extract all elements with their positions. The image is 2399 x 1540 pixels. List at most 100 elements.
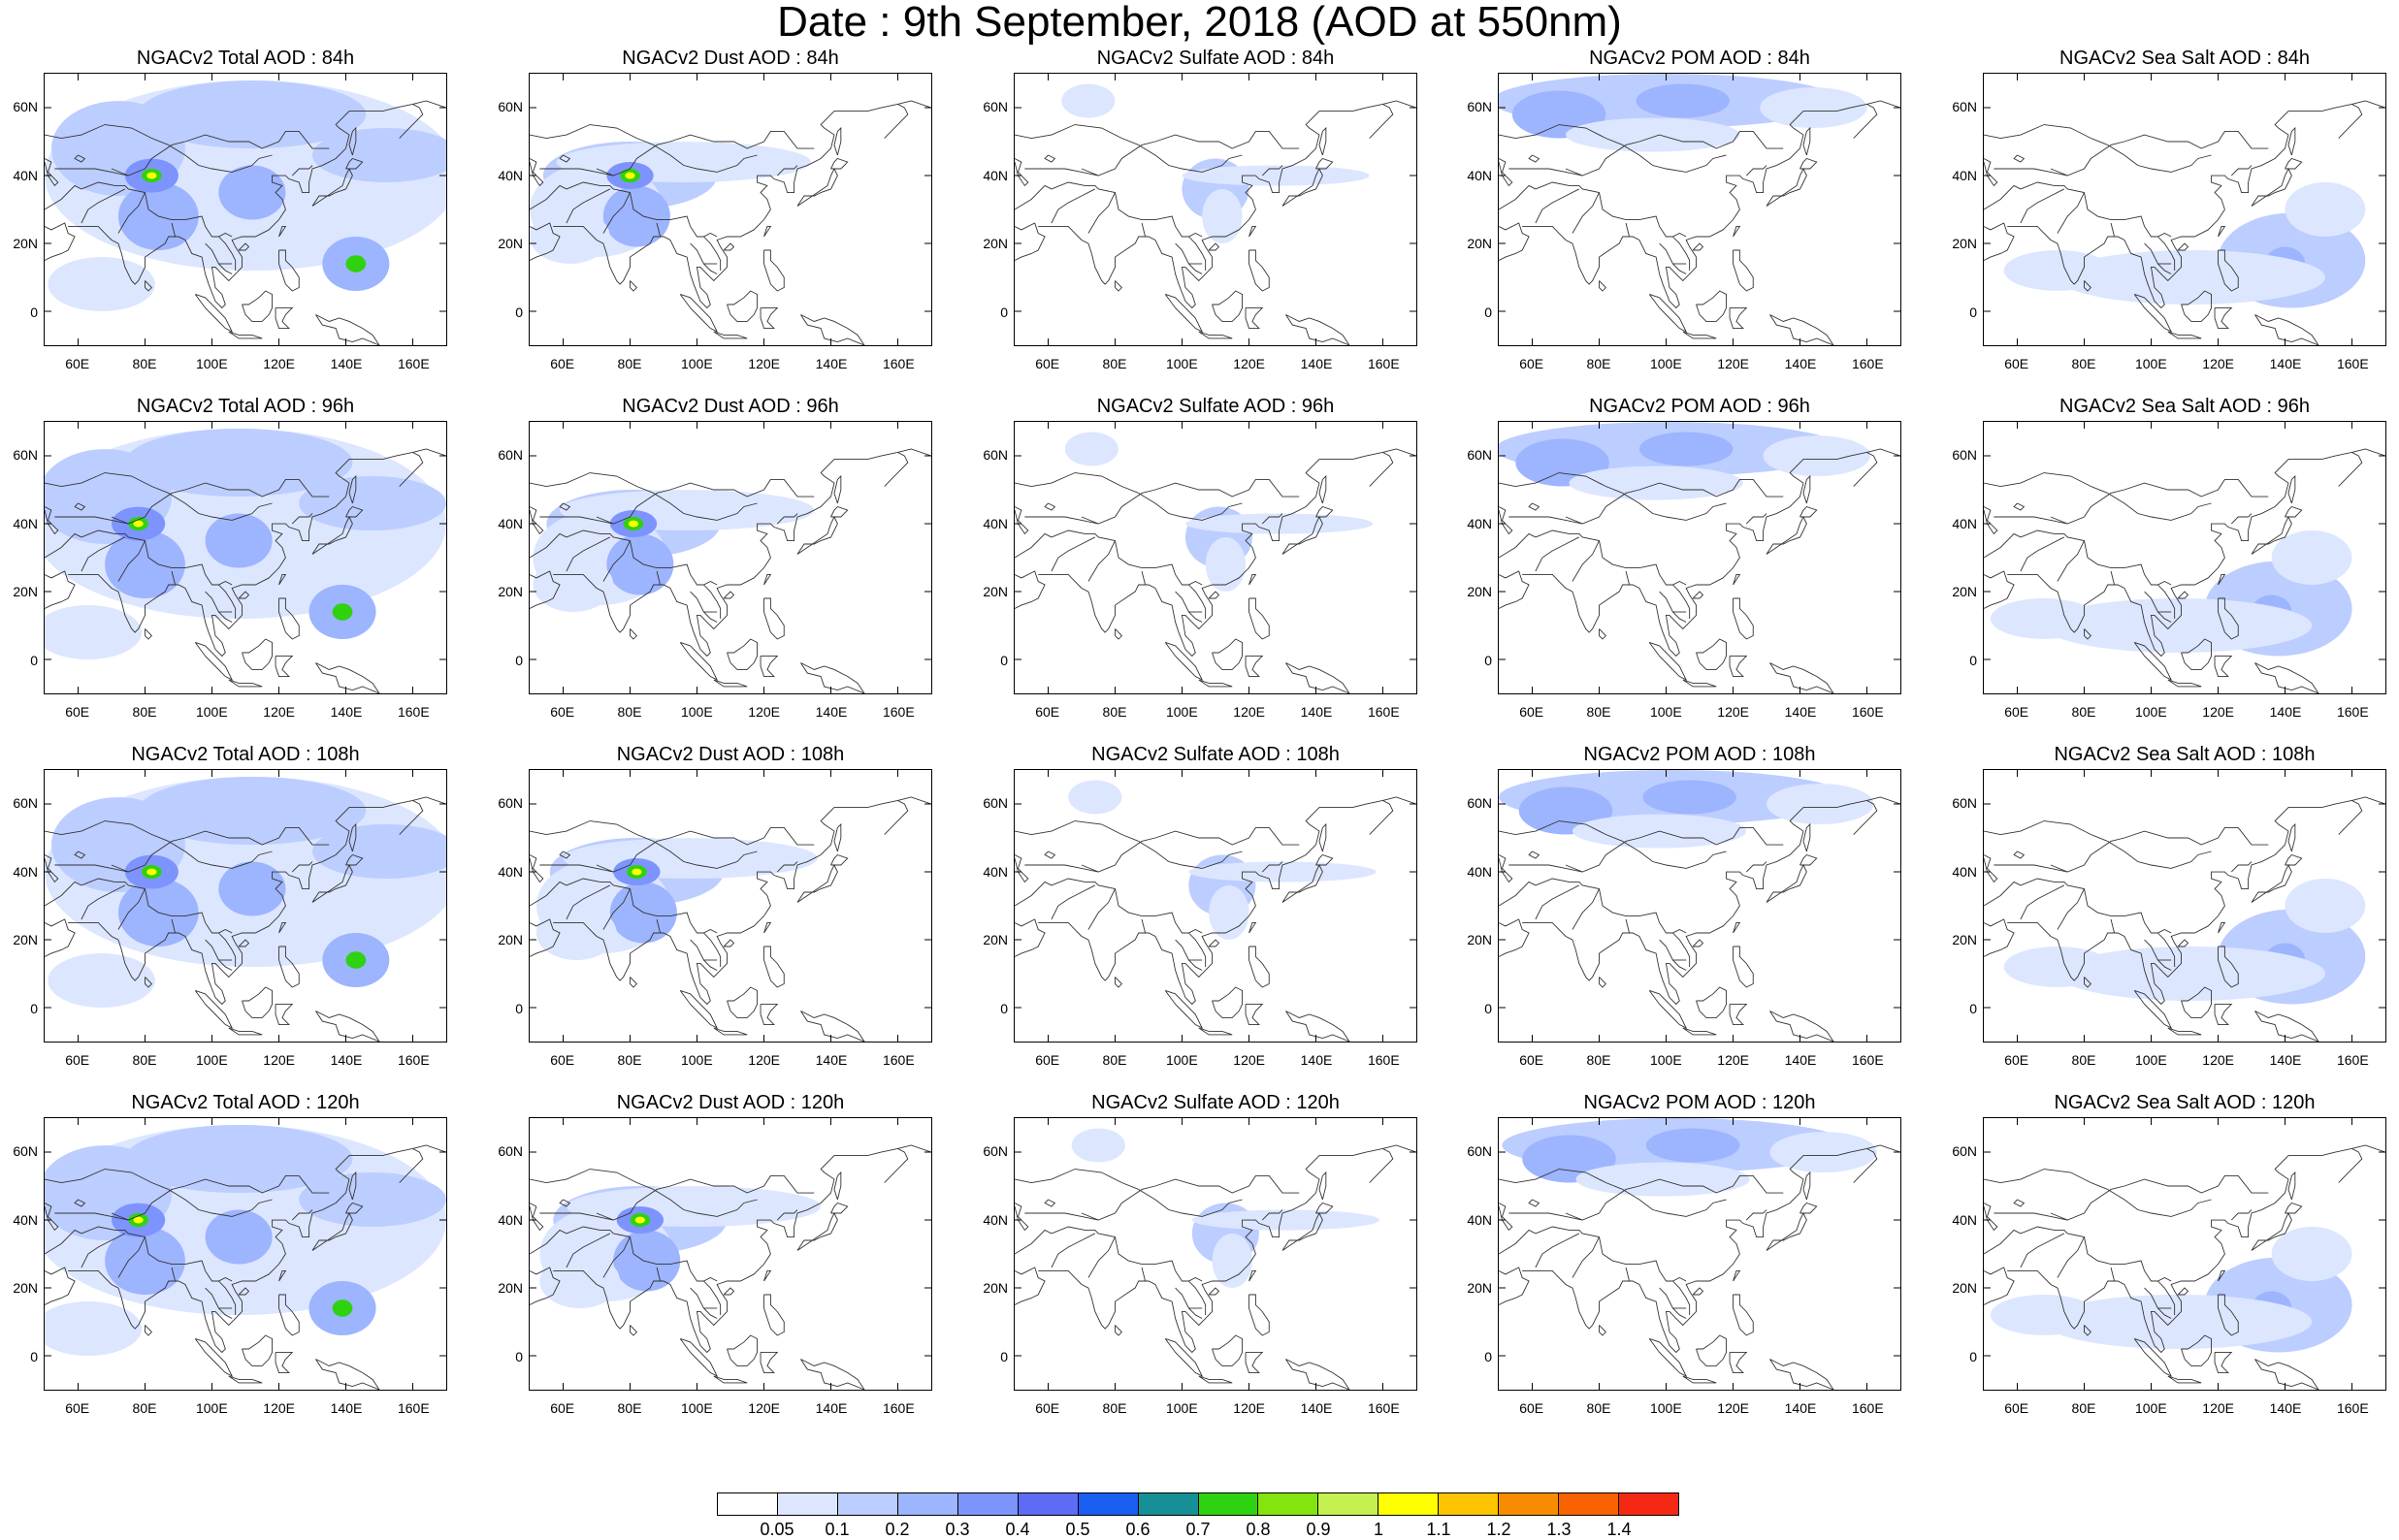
lon-tick-label: 80E xyxy=(1102,356,1127,371)
coastline-path xyxy=(1994,516,2068,525)
coastline-path xyxy=(596,827,815,873)
lat-tick-label: 60N xyxy=(498,99,523,115)
lat-tick-label: 40N xyxy=(983,167,1008,183)
coastline-path xyxy=(679,642,719,682)
lat-tick-label: 60N xyxy=(983,1143,1008,1160)
lon-tick-label: 120E xyxy=(1717,356,1749,371)
coastline-path xyxy=(1044,1199,1056,1207)
sea-salt-aod-84h-map xyxy=(1983,73,2386,346)
aod-field xyxy=(45,428,446,660)
sulfate-aod-84h-svg xyxy=(1015,74,1416,345)
coastline-path xyxy=(763,574,772,586)
lon-tick-label: 100E xyxy=(195,1400,228,1416)
lat-tick-label: 20N xyxy=(13,236,38,252)
lat-tick-label: 0 xyxy=(515,1348,523,1364)
coastline-path xyxy=(242,638,274,670)
coastline-path xyxy=(727,638,759,670)
aod-field xyxy=(1990,530,2352,657)
lat-tick-label: 0 xyxy=(515,304,523,320)
coastline-path xyxy=(45,532,82,559)
coastline-path xyxy=(1081,1175,1300,1221)
coastline-path xyxy=(1138,493,1243,521)
aod-plume xyxy=(556,142,811,182)
lon-tick-label: 160E xyxy=(1851,356,1884,371)
lon-tick-label: 160E xyxy=(397,1400,430,1416)
coastlines xyxy=(45,100,446,345)
coastline-path xyxy=(776,165,798,176)
coastline-path xyxy=(833,1171,842,1201)
lon-tick-label: 80E xyxy=(617,1052,642,1068)
coastline-path xyxy=(345,505,364,518)
coastline-path xyxy=(727,290,759,322)
lat-tick-label: 0 xyxy=(1000,1348,1008,1364)
aod-field xyxy=(1499,422,1870,500)
coastline-path xyxy=(1087,888,1116,930)
coastline-path xyxy=(703,1280,722,1315)
coastline-path xyxy=(539,864,614,873)
coastline-path xyxy=(218,1280,237,1315)
aod-plume xyxy=(133,1216,144,1224)
coastline-path xyxy=(2181,1334,2213,1366)
coastline-path xyxy=(1081,827,1300,873)
lat-tick-label: 20N xyxy=(498,584,523,600)
coastline-path xyxy=(530,124,654,145)
coastline-path xyxy=(278,597,300,640)
coastline-path xyxy=(117,192,146,234)
coastline-path xyxy=(530,506,544,535)
coastline-path xyxy=(74,502,86,511)
coastline-path xyxy=(1188,584,1207,619)
coastline-path xyxy=(1692,591,1704,599)
pom-aod-120h-svg xyxy=(1499,1118,1900,1390)
coastline-path xyxy=(1499,506,1513,535)
lat-tick-label: 0 xyxy=(1484,1000,1492,1016)
coastline-path xyxy=(2285,505,2303,518)
coastline-path xyxy=(1696,1334,1728,1366)
coastline-path xyxy=(278,226,287,238)
colorbar-swatch xyxy=(897,1493,958,1515)
coastline-path xyxy=(315,1359,380,1390)
lat-tick-label: 40N xyxy=(1952,863,1977,880)
lat-tick-label: 20N xyxy=(983,932,1008,948)
colorbar-label: 1.1 xyxy=(1426,1520,1451,1539)
lat-tick-label: 40N xyxy=(983,1211,1008,1228)
aod-plume xyxy=(2044,598,2313,653)
coastline-path xyxy=(1208,1287,1220,1296)
coastline-path xyxy=(81,529,233,586)
coastline-path xyxy=(1984,820,2108,842)
colorbar-label: 0.6 xyxy=(1125,1520,1151,1539)
coastline-path xyxy=(68,100,446,309)
coastline-path xyxy=(218,584,237,619)
lon-tick-label: 60E xyxy=(550,1400,575,1416)
coastline-path xyxy=(566,1226,718,1282)
coastline-path xyxy=(278,922,287,934)
coastline-path xyxy=(723,1287,735,1296)
aod-plume xyxy=(628,520,639,528)
coastline-path xyxy=(530,570,561,609)
coastline-path xyxy=(1248,1294,1270,1336)
coastline-path xyxy=(2214,307,2233,329)
lon-tick-label: 80E xyxy=(2071,1052,2096,1068)
coastline-path xyxy=(2013,502,2026,511)
coastline-path xyxy=(1188,932,1207,967)
coastline-path xyxy=(763,226,772,238)
lon-tick-label: 80E xyxy=(132,356,157,371)
coastline-path xyxy=(1051,536,1096,572)
coastline-path xyxy=(2110,1267,2115,1282)
coastline-path xyxy=(1281,167,1323,207)
coastline-path xyxy=(1692,939,1704,947)
coastline-path xyxy=(2057,1236,2085,1278)
colorbar-label: 0.7 xyxy=(1185,1520,1211,1539)
coastline-path xyxy=(1499,1203,1513,1232)
lon-tick-label: 60E xyxy=(1035,704,1060,720)
coastline-path xyxy=(1599,628,1606,640)
coastline-path xyxy=(2285,1202,2303,1214)
coastline-path xyxy=(1745,1209,1767,1221)
coastline-path xyxy=(275,1004,294,1025)
coastline-path xyxy=(1522,448,1900,658)
coastline-path xyxy=(2167,1375,2202,1384)
lon-tick-label: 80E xyxy=(1102,1400,1127,1416)
coastline-path xyxy=(2107,1189,2212,1217)
coastline-path xyxy=(81,536,126,572)
lon-tick-label: 140E xyxy=(1300,704,1333,720)
coastline-path xyxy=(1038,100,1416,309)
